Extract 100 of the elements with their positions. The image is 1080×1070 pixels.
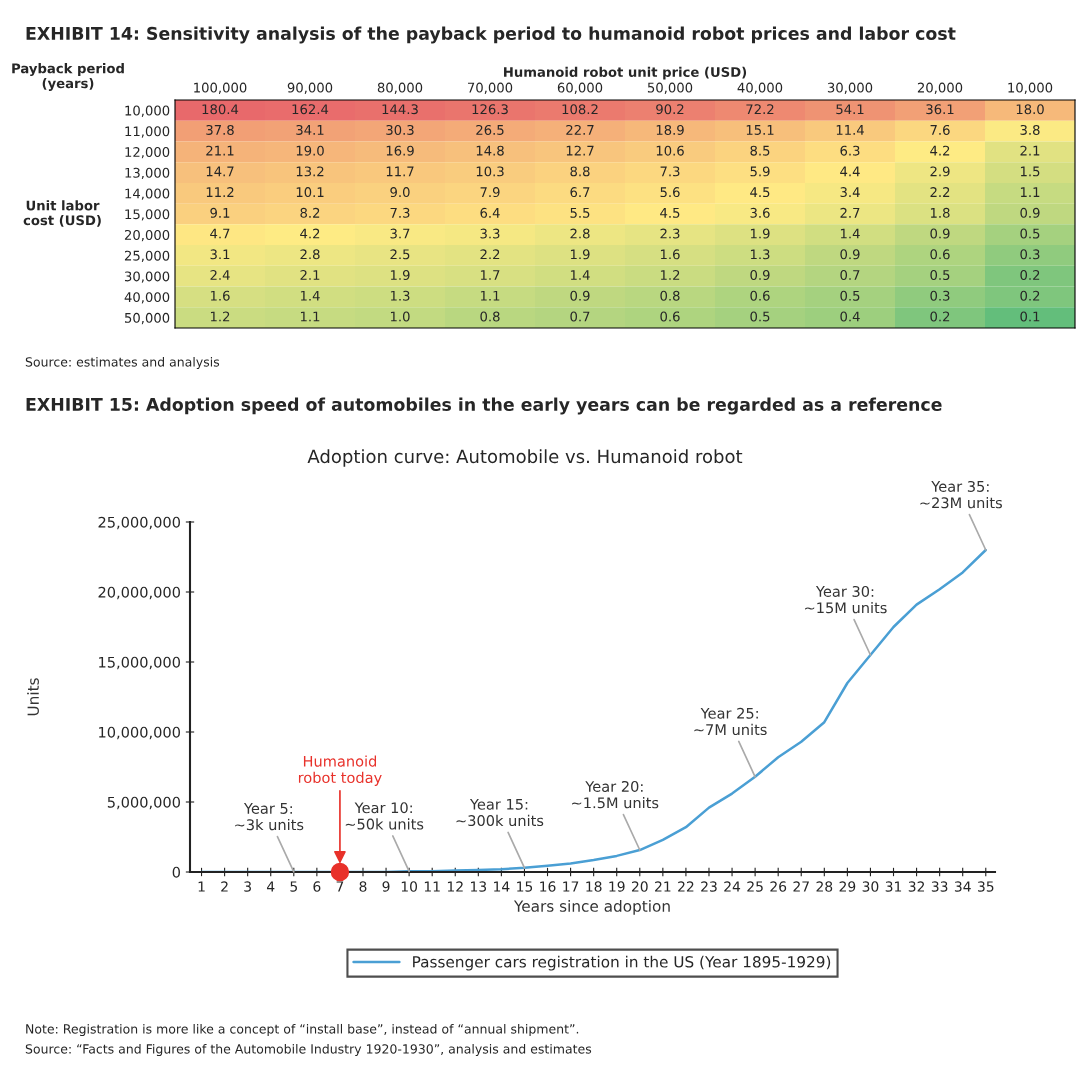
x-tick-label: 21 xyxy=(655,881,671,892)
y-tick-label: 0 xyxy=(172,866,180,878)
data-label: 6.3 xyxy=(840,145,860,156)
y-tick-label: 14,000 xyxy=(125,188,170,200)
data-label: 18.9 xyxy=(656,124,684,135)
data-label: 0.6 xyxy=(660,311,680,322)
data-label: 34.1 xyxy=(296,124,324,135)
data-label: 0.5 xyxy=(750,311,770,322)
data-label: 4.2 xyxy=(930,145,950,156)
data-label: 1.4 xyxy=(570,270,590,280)
x-tick-label: 4 xyxy=(266,881,275,892)
x-axis-title: Humanoid robot unit price (USD) xyxy=(504,66,747,80)
data-label: 22.7 xyxy=(566,124,594,135)
data-label: 0.9 xyxy=(930,228,950,239)
x-tick-label: 19 xyxy=(609,881,625,892)
data-label: 0.2 xyxy=(930,311,950,322)
data-label: 8.8 xyxy=(570,166,590,177)
x-tick-label: 20 xyxy=(631,881,648,892)
y-tick-label: 15,000,000 xyxy=(99,656,180,670)
data-label: 2.8 xyxy=(570,228,590,239)
data-label: 2.4 xyxy=(210,270,230,280)
data-label: 7.6 xyxy=(930,124,950,135)
annotation: Year 5: ~3k units xyxy=(235,803,304,831)
x-tick-label: 31 xyxy=(885,881,902,892)
data-label: 3.1 xyxy=(210,249,230,260)
data-label: 3.6 xyxy=(750,207,770,218)
data-label: 2.2 xyxy=(930,187,950,197)
data-label: 0.9 xyxy=(1020,207,1040,218)
x-tick-label: 6 xyxy=(313,881,321,892)
y-tick-label: 40,000 xyxy=(124,292,170,304)
x-tick-label: 25 xyxy=(747,881,763,892)
data-label: 0.7 xyxy=(570,311,590,322)
data-label: 2.3 xyxy=(660,228,680,239)
x-tick-label: 20,000 xyxy=(917,82,963,94)
data-label: 5.9 xyxy=(750,166,770,177)
x-tick-label: 23 xyxy=(701,881,717,892)
data-label: 0.3 xyxy=(930,290,950,301)
x-axis-title: Years since adoption xyxy=(513,900,670,915)
chart-subtitle: Adoption curve: Automobile vs. Humanoid robot xyxy=(307,449,743,467)
data-label: 11.4 xyxy=(836,125,864,135)
y-tick-label: 10,000 xyxy=(125,105,170,117)
data-label: 16.9 xyxy=(386,145,414,156)
y-tick-label: 20,000 xyxy=(124,229,170,242)
data-label: 7.9 xyxy=(480,187,500,198)
x-tick-label: 24 xyxy=(724,881,741,892)
data-label: 19.0 xyxy=(296,145,324,156)
data-label: 1.2 xyxy=(210,311,230,322)
x-tick-label: 7 xyxy=(336,881,344,892)
text: Note: Registration is more like a concept of “install base”, instead of “annual shipment”. xyxy=(26,1023,579,1037)
annotation: Year 30: ~15M units xyxy=(805,585,887,614)
data-label: 12.7 xyxy=(566,145,594,156)
x-tick-label: 9 xyxy=(382,881,390,892)
x-tick-label: 11 xyxy=(424,881,440,892)
legend-label: Passenger cars registration in the US (Year 1895-1929) xyxy=(413,955,831,971)
x-tick-label: 28 xyxy=(816,881,833,892)
data-label: 30.3 xyxy=(386,124,414,135)
data-label: 162.4 xyxy=(292,104,329,115)
x-tick-label: 5 xyxy=(290,881,297,892)
annotation: Year 20: ~1.5M units xyxy=(572,780,659,809)
data-label: 1.9 xyxy=(390,270,410,281)
x-tick-label: 12 xyxy=(447,881,463,892)
y-tick-label: 50,000 xyxy=(124,312,170,325)
data-label: 5.5 xyxy=(570,208,590,218)
data-label: 2.8 xyxy=(300,249,320,260)
x-tick-label: 40,000 xyxy=(737,82,783,94)
x-tick-label: 22 xyxy=(678,881,694,892)
annotation: Year 25: ~7M units xyxy=(694,707,767,736)
chart-title: EXHIBIT 15: Adoption speed of automobiles in the early years can be regarded as a reference xyxy=(26,397,942,415)
x-tick-label: 70,000 xyxy=(468,82,513,94)
x-tick-label: 10,000 xyxy=(1008,82,1053,94)
data-label: 0.8 xyxy=(660,290,680,301)
x-tick-label: 32 xyxy=(908,881,925,892)
y-tick-label: 15,000 xyxy=(125,209,170,221)
x-tick-label: 1 xyxy=(198,881,205,892)
data-label: 1.8 xyxy=(930,207,950,218)
x-tick-label: 18 xyxy=(586,881,602,892)
data-label: 14.7 xyxy=(206,166,234,177)
data-label: 0.7 xyxy=(840,270,860,281)
chart-title: EXHIBIT 14: Sensitivity analysis of the payback period to humanoid robot prices and labor cost xyxy=(26,26,956,44)
data-label: 1.4 xyxy=(840,228,860,239)
x-tick-label: 33 xyxy=(931,881,948,892)
y-axis-title: Units xyxy=(27,678,39,716)
data-label: 2.7 xyxy=(840,207,860,218)
data-label: 11.2 xyxy=(206,187,234,197)
data-label: 1.5 xyxy=(1020,166,1040,177)
data-label: 7.3 xyxy=(390,207,410,218)
data-label: 0.6 xyxy=(750,290,770,301)
data-label: 1.7 xyxy=(480,270,500,280)
data-label: 1.1 xyxy=(1020,187,1040,197)
data-label: 0.9 xyxy=(750,270,770,281)
data-label: 3.4 xyxy=(840,187,860,198)
y-tick-label: 30,000 xyxy=(124,271,170,283)
annotation: Year 35: ~23M units xyxy=(920,480,1002,509)
data-label: 3.8 xyxy=(1020,124,1040,135)
x-tick-label: 2 xyxy=(221,881,228,892)
data-label: 0.8 xyxy=(480,311,500,322)
source-note: Source: estimates and analysis xyxy=(25,356,220,370)
y-tick-label: 11,000 xyxy=(125,126,170,138)
x-tick-label: 30,000 xyxy=(827,82,873,94)
data-label: 36.1 xyxy=(926,104,954,115)
